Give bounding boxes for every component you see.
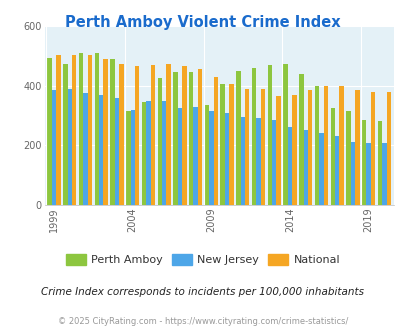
Bar	[68, 89, 72, 205]
Bar	[377, 121, 381, 205]
Bar	[204, 105, 209, 205]
Bar	[276, 96, 280, 205]
Bar	[307, 90, 311, 205]
Bar	[193, 107, 197, 205]
Bar	[213, 77, 217, 205]
Bar	[79, 53, 83, 205]
Text: Crime Index corresponds to incidents per 100,000 inhabitants: Crime Index corresponds to incidents per…	[41, 287, 364, 297]
Bar	[386, 92, 390, 205]
Bar	[209, 111, 213, 205]
Bar	[229, 84, 233, 205]
Bar	[63, 63, 68, 205]
Bar	[52, 90, 56, 205]
Bar	[83, 93, 87, 205]
Bar	[260, 89, 264, 205]
Bar	[110, 59, 115, 205]
Bar	[323, 86, 327, 205]
Bar	[298, 74, 303, 205]
Bar	[314, 86, 318, 205]
Bar	[99, 95, 103, 205]
Bar	[339, 86, 343, 205]
Bar	[330, 108, 334, 205]
Bar	[303, 130, 307, 205]
Bar	[197, 69, 202, 205]
Bar	[119, 63, 123, 205]
Bar	[252, 68, 256, 205]
Bar	[87, 54, 92, 205]
Legend: Perth Amboy, New Jersey, National: Perth Amboy, New Jersey, National	[61, 250, 344, 270]
Bar	[47, 57, 52, 205]
Bar	[245, 89, 249, 205]
Bar	[115, 98, 119, 205]
Bar	[177, 108, 182, 205]
Bar	[267, 65, 271, 205]
Bar	[189, 72, 193, 205]
Bar	[103, 59, 108, 205]
Bar	[361, 120, 366, 205]
Bar	[236, 71, 240, 205]
Bar	[271, 120, 276, 205]
Bar	[334, 136, 339, 205]
Bar	[150, 65, 155, 205]
Bar	[130, 110, 134, 205]
Bar	[182, 67, 186, 205]
Bar	[94, 53, 99, 205]
Bar	[72, 54, 76, 205]
Bar	[283, 63, 287, 205]
Bar	[162, 101, 166, 205]
Bar	[381, 143, 386, 205]
Bar	[220, 84, 224, 205]
Bar	[224, 113, 229, 205]
Bar	[292, 95, 296, 205]
Bar	[166, 63, 171, 205]
Bar	[146, 101, 150, 205]
Bar	[345, 111, 350, 205]
Bar	[318, 133, 323, 205]
Bar	[141, 102, 146, 205]
Text: Perth Amboy Violent Crime Index: Perth Amboy Violent Crime Index	[65, 15, 340, 30]
Bar	[126, 111, 130, 205]
Bar	[354, 90, 359, 205]
Bar	[173, 72, 177, 205]
Bar	[370, 92, 374, 205]
Bar	[256, 118, 260, 205]
Bar	[287, 127, 292, 205]
Text: © 2025 CityRating.com - https://www.cityrating.com/crime-statistics/: © 2025 CityRating.com - https://www.city…	[58, 317, 347, 326]
Bar	[157, 78, 162, 205]
Bar	[56, 54, 61, 205]
Bar	[366, 143, 370, 205]
Bar	[134, 67, 139, 205]
Bar	[350, 142, 354, 205]
Bar	[240, 117, 245, 205]
